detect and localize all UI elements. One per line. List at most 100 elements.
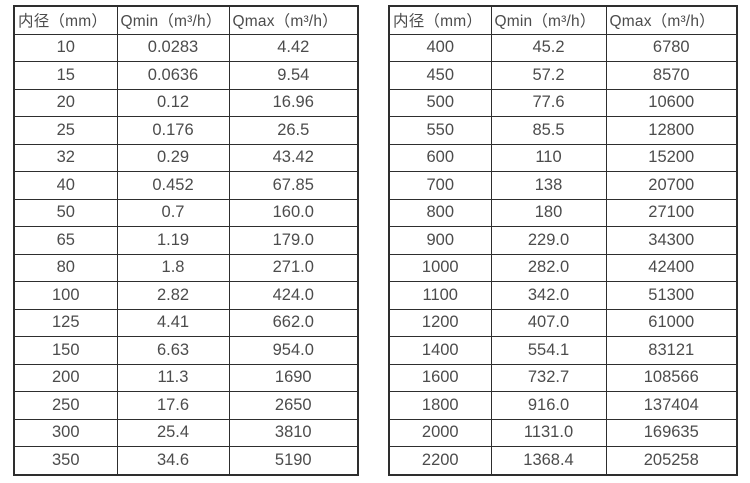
diameter-cell: 32: [13, 143, 118, 172]
diameter-cell: 65: [13, 226, 118, 255]
header-row: 内径（mm） Qmin（m³/h） Qmax（m³/h）: [388, 5, 738, 35]
qmax-cell: 108566: [605, 363, 738, 392]
diameter-cell: 900: [388, 226, 492, 255]
diameter-cell: 1100: [388, 281, 492, 310]
table-row: 10 0.0283 4.42: [13, 33, 359, 62]
qmax-cell: 16.96: [228, 88, 359, 117]
qmax-cell: 205258: [605, 446, 738, 475]
qmin-cell: 34.6: [116, 446, 230, 475]
table-row: 600 110 15200: [388, 143, 738, 172]
diameter-cell: 2000: [388, 418, 492, 447]
table-row: 32 0.29 43.42: [13, 143, 359, 172]
diameter-cell: 1800: [388, 391, 492, 420]
qmin-cell: 0.0636: [116, 61, 230, 90]
qmax-cell: 1690: [228, 363, 359, 392]
diameter-cell: 300: [13, 418, 118, 447]
qmin-cell: 407.0: [490, 308, 607, 337]
table-row: 300 25.4 3810: [13, 418, 359, 447]
header-row: 内径（mm） Qmin（m³/h） Qmax（m³/h）: [13, 5, 359, 35]
table-row: 350 34.6 5190: [13, 446, 359, 475]
diameter-cell: 200: [13, 363, 118, 392]
table-row: 50 0.7 160.0: [13, 198, 359, 227]
qmin-cell: 0.0283: [116, 33, 230, 62]
table-row: 250 17.6 2650: [13, 391, 359, 420]
table-row: 700 138 20700: [388, 171, 738, 200]
diameter-cell: 800: [388, 198, 492, 227]
qmin-cell: 0.7: [116, 198, 230, 227]
diameter-cell: 2200: [388, 446, 492, 475]
table-row: 1600 732.7 108566: [388, 363, 738, 392]
qmax-cell: 6780: [605, 33, 738, 62]
table-row: 1000 282.0 42400: [388, 253, 738, 282]
column-header-qmin: Qmin（m³/h）: [116, 5, 230, 35]
qmin-cell: 57.2: [490, 61, 607, 90]
qmax-cell: 9.54: [228, 61, 359, 90]
table-row: 800 180 27100: [388, 198, 738, 227]
qmax-cell: 27100: [605, 198, 738, 227]
diameter-cell: 50: [13, 198, 118, 227]
qmax-cell: 2650: [228, 391, 359, 420]
qmin-cell: 554.1: [490, 336, 607, 365]
qmin-cell: 0.29: [116, 143, 230, 172]
table-row: 200 11.3 1690: [13, 363, 359, 392]
qmax-cell: 169635: [605, 418, 738, 447]
diameter-cell: 600: [388, 143, 492, 172]
diameter-cell: 20: [13, 88, 118, 117]
table-row: 550 85.5 12800: [388, 116, 738, 145]
table-row: 1200 407.0 61000: [388, 308, 738, 337]
qmin-cell: 11.3: [116, 363, 230, 392]
diameter-cell: 450: [388, 61, 492, 90]
qmin-cell: 1368.4: [490, 446, 607, 475]
table-row: 1100 342.0 51300: [388, 281, 738, 310]
qmin-cell: 0.12: [116, 88, 230, 117]
qmax-cell: 15200: [605, 143, 738, 172]
table-row: 65 1.19 179.0: [13, 226, 359, 255]
diameter-cell: 125: [13, 308, 118, 337]
qmax-cell: 10600: [605, 88, 738, 117]
diameter-cell: 15: [13, 61, 118, 90]
diameter-cell: 1200: [388, 308, 492, 337]
qmax-cell: 3810: [228, 418, 359, 447]
diameter-cell: 250: [13, 391, 118, 420]
diameter-cell: 400: [388, 33, 492, 62]
table-row: 1800 916.0 137404: [388, 391, 738, 420]
qmax-cell: 424.0: [228, 281, 359, 310]
qmin-cell: 2.82: [116, 281, 230, 310]
qmin-cell: 732.7: [490, 363, 607, 392]
diameter-cell: 25: [13, 116, 118, 145]
qmin-cell: 1.19: [116, 226, 230, 255]
qmin-cell: 17.6: [116, 391, 230, 420]
table-row: 100 2.82 424.0: [13, 281, 359, 310]
qmax-cell: 67.85: [228, 171, 359, 200]
qmax-cell: 51300: [605, 281, 738, 310]
table-row: 2200 1368.4 205258: [388, 446, 738, 475]
qmin-cell: 0.452: [116, 171, 230, 200]
column-header-diameter: 内径（mm）: [13, 5, 118, 35]
diameter-cell: 1000: [388, 253, 492, 282]
table-row: 2000 1131.0 169635: [388, 418, 738, 447]
diameter-cell: 100: [13, 281, 118, 310]
qmin-cell: 0.176: [116, 116, 230, 145]
diameter-cell: 10: [13, 33, 118, 62]
table-row: 15 0.0636 9.54: [13, 61, 359, 90]
table-row: 40 0.452 67.85: [13, 171, 359, 200]
qmax-cell: 83121: [605, 336, 738, 365]
column-header-diameter: 内径（mm）: [388, 5, 492, 35]
qmax-cell: 160.0: [228, 198, 359, 227]
column-header-qmin: Qmin（m³/h）: [490, 5, 607, 35]
table-row: 1400 554.1 83121: [388, 336, 738, 365]
qmax-cell: 42400: [605, 253, 738, 282]
qmin-cell: 180: [490, 198, 607, 227]
table-row: 80 1.8 271.0: [13, 253, 359, 282]
qmin-cell: 342.0: [490, 281, 607, 310]
table-row: 400 45.2 6780: [388, 33, 738, 62]
qmin-cell: 6.63: [116, 336, 230, 365]
qmin-cell: 85.5: [490, 116, 607, 145]
qmax-cell: 26.5: [228, 116, 359, 145]
qmax-cell: 137404: [605, 391, 738, 420]
qmin-cell: 229.0: [490, 226, 607, 255]
table-row: 150 6.63 954.0: [13, 336, 359, 365]
qmax-cell: 12800: [605, 116, 738, 145]
qmax-cell: 43.42: [228, 143, 359, 172]
qmax-cell: 5190: [228, 446, 359, 475]
